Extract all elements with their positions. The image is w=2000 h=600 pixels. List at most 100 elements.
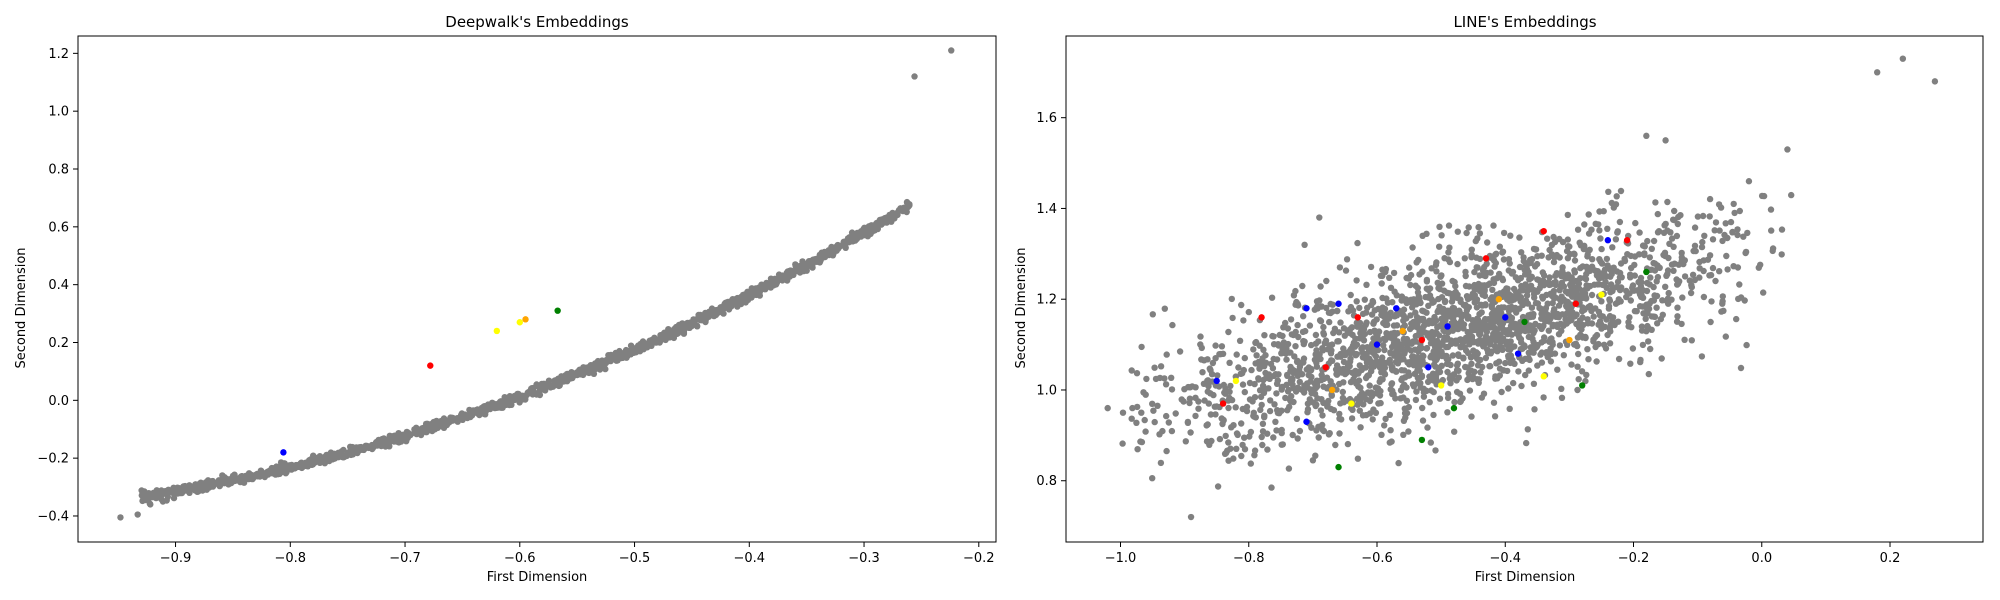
line-bulk-point bbox=[1460, 321, 1468, 328]
line-bulk-point bbox=[1475, 376, 1483, 383]
line-bulk-point bbox=[1655, 228, 1663, 235]
line-bulk-point bbox=[1496, 243, 1504, 250]
line-bulk-point bbox=[1353, 277, 1360, 284]
line-bulk-point bbox=[1154, 402, 1161, 409]
line-bulk-point bbox=[1571, 341, 1578, 348]
deepwalk-bulk-point bbox=[842, 244, 849, 251]
deepwalk-bulk-point bbox=[821, 248, 828, 256]
line-bulk-point bbox=[1605, 303, 1613, 310]
line-bulk-point bbox=[1157, 459, 1165, 467]
line-y-axis-label: Second Dimension bbox=[1014, 247, 1029, 368]
line-bulk-point bbox=[1261, 414, 1268, 421]
line-bulk-point bbox=[1574, 386, 1581, 394]
deepwalk-bulk-point bbox=[779, 272, 786, 279]
line-bulk-point bbox=[1301, 382, 1308, 389]
line-bulk-point bbox=[1469, 373, 1477, 381]
line-bulk-point bbox=[1788, 191, 1795, 199]
line-bulk-point bbox=[1700, 257, 1707, 264]
line-bulk-point bbox=[1151, 418, 1158, 426]
deepwalk-outlier-points bbox=[117, 47, 955, 521]
line-bulk-point bbox=[1301, 241, 1308, 248]
line-bulk-point bbox=[1400, 312, 1407, 319]
line-bulk-point bbox=[1258, 433, 1265, 441]
line-bulk-point bbox=[1386, 274, 1393, 281]
deepwalk-bulk-point bbox=[798, 265, 805, 272]
line-bulk-point bbox=[1395, 342, 1403, 349]
line-bulk-point bbox=[1721, 231, 1728, 239]
line-bulk-point bbox=[1596, 227, 1603, 234]
line-bulk-point bbox=[1555, 302, 1563, 309]
line-bulk-point bbox=[1603, 284, 1610, 291]
line-bulk-point bbox=[1436, 243, 1443, 250]
line-bulk-point bbox=[1487, 338, 1494, 345]
line-bulk-point bbox=[1592, 343, 1599, 351]
line-bulk-point bbox=[1544, 235, 1551, 242]
line-bulk-point bbox=[1268, 484, 1275, 491]
line-bulk-point bbox=[1478, 309, 1485, 316]
line-bulk-point bbox=[1451, 398, 1458, 406]
line-bulk-point bbox=[1134, 403, 1141, 411]
line-bulk-point bbox=[1349, 331, 1356, 339]
line-bulk-point bbox=[1212, 411, 1219, 418]
line-bulk-point bbox=[1356, 407, 1364, 414]
line-bulk-point bbox=[1539, 269, 1547, 276]
line-bulk-point bbox=[1358, 330, 1365, 337]
line-bulk-point bbox=[1314, 395, 1321, 402]
line-bulk-point bbox=[1259, 441, 1266, 449]
line-bulk-point bbox=[1518, 382, 1525, 390]
line-bulk-point bbox=[1569, 282, 1576, 290]
line-bulk-point bbox=[1479, 267, 1487, 274]
line-bulk-point bbox=[1479, 302, 1486, 309]
line-bulk-point bbox=[1613, 193, 1620, 200]
line-bulk-point bbox=[1199, 369, 1206, 376]
line-bulk-point bbox=[1760, 192, 1768, 200]
line-bulk-point bbox=[1698, 243, 1706, 251]
line-bulk-point bbox=[1734, 264, 1742, 271]
line-bulk-point bbox=[1508, 344, 1515, 351]
line-bulk-point bbox=[1545, 327, 1553, 334]
line-bulk-point bbox=[1612, 201, 1620, 208]
line-bulk-point bbox=[1294, 357, 1301, 364]
line-bulk-point bbox=[1325, 309, 1333, 316]
line-bulk-point bbox=[1596, 312, 1604, 319]
line-chart-title: LINE's Embeddings bbox=[1453, 13, 1596, 31]
line-bulk-point bbox=[1551, 254, 1558, 261]
line-bulk-point bbox=[1216, 351, 1223, 358]
line-bulk-point bbox=[1484, 239, 1491, 246]
line-bulk-point bbox=[1643, 287, 1651, 295]
deepwalk-bulk-point bbox=[338, 452, 345, 459]
line-bulk-point bbox=[1318, 303, 1325, 310]
line-bulk-point bbox=[1575, 350, 1582, 358]
line-bulk-point bbox=[1455, 351, 1462, 358]
line-bulk-point bbox=[1462, 347, 1470, 354]
line-bulk-point bbox=[1760, 289, 1767, 296]
deepwalk-outlier-point bbox=[911, 73, 918, 80]
line-bulk-point bbox=[1272, 371, 1280, 378]
line-outlier-point bbox=[1187, 513, 1195, 521]
line-bulk-point bbox=[1654, 273, 1662, 281]
line-bulk-point bbox=[1447, 380, 1454, 387]
line-bulk-point bbox=[1678, 249, 1685, 257]
line-bulk-point bbox=[1317, 407, 1325, 414]
line-bulk-point bbox=[1337, 353, 1344, 360]
line-bulk-point bbox=[1671, 207, 1678, 215]
line-bulk-point bbox=[1293, 415, 1301, 422]
line-bulk-point bbox=[1335, 338, 1342, 345]
line-bulk-point bbox=[1644, 306, 1651, 313]
deepwalk-bulk-point bbox=[687, 321, 694, 328]
line-bulk-point bbox=[1319, 412, 1326, 419]
line-outlier-point bbox=[1899, 55, 1907, 62]
line-bulk-point bbox=[1182, 438, 1190, 445]
deepwalk-bulk-point bbox=[601, 360, 609, 367]
line-bulk-point bbox=[1642, 315, 1649, 322]
deepwalk-x-tick-label: −0.6 bbox=[504, 551, 536, 566]
line-bulk-point bbox=[1664, 198, 1671, 206]
line-bulk-point bbox=[1502, 339, 1510, 346]
line-bulk-point bbox=[1423, 278, 1431, 285]
line-bulk-point bbox=[1466, 283, 1473, 290]
line-bulk-point bbox=[1678, 254, 1686, 261]
line-bulk-point bbox=[1742, 249, 1749, 257]
line-bulk-point bbox=[1433, 268, 1440, 275]
line-bulk-point bbox=[1518, 282, 1525, 290]
line-bulk-point bbox=[1143, 375, 1150, 383]
